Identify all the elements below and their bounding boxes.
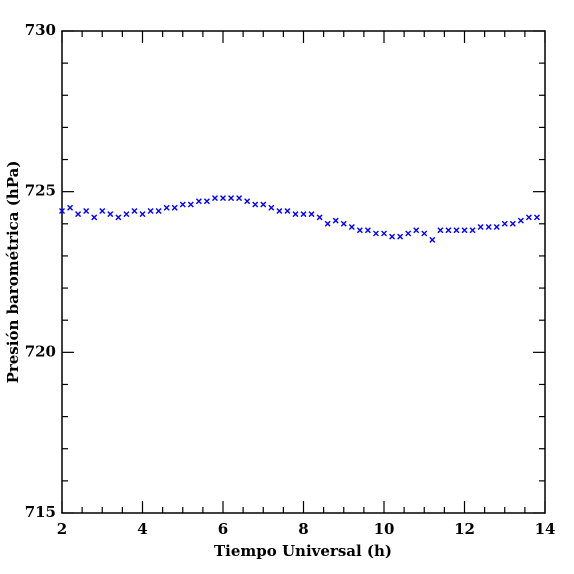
- y-tick-label: 725: [25, 182, 56, 200]
- data-point: [163, 204, 170, 211]
- data-point: [413, 227, 420, 234]
- data-point: [445, 227, 452, 234]
- y-tick-label: 730: [25, 21, 56, 39]
- data-point: [397, 233, 404, 240]
- data-point: [147, 207, 154, 214]
- data-point: [292, 211, 299, 218]
- data-point: [236, 195, 243, 202]
- x-tick-label: 12: [454, 520, 475, 538]
- data-point: [83, 207, 90, 214]
- data-point: [99, 207, 106, 214]
- data-point: [300, 211, 307, 218]
- data-point: [501, 220, 508, 227]
- x-tick-label: 10: [374, 520, 395, 538]
- data-point: [203, 198, 210, 205]
- x-tick-label: 8: [298, 520, 308, 538]
- plot-frame: [61, 30, 546, 514]
- data-point: [67, 204, 74, 211]
- data-point: [260, 201, 267, 208]
- data-point: [171, 204, 178, 211]
- data-point: [381, 230, 387, 237]
- data-point: [228, 195, 235, 202]
- data-point: [493, 224, 500, 231]
- data-point: [340, 220, 347, 227]
- data-point: [477, 224, 484, 231]
- data-point: [485, 224, 492, 231]
- y-tick-label: 715: [25, 503, 56, 521]
- data-point: [284, 207, 291, 214]
- data-point: [211, 195, 218, 202]
- data-point: [308, 211, 315, 218]
- data-point: [429, 236, 436, 243]
- y-tick-label: 720: [25, 342, 56, 360]
- data-point: [59, 207, 65, 214]
- x-tick-label: 14: [535, 520, 556, 538]
- data-point: [155, 207, 162, 214]
- data-point: [75, 211, 82, 218]
- data-point: [115, 214, 122, 221]
- data-point: [461, 227, 468, 234]
- data-point: [332, 217, 339, 224]
- data-point: [276, 207, 283, 214]
- x-tick-label: 6: [218, 520, 228, 538]
- data-point: [91, 214, 98, 221]
- data-point: [131, 207, 138, 214]
- data-point: [268, 204, 275, 211]
- data-point: [179, 201, 186, 208]
- data-point: [421, 230, 428, 237]
- data-point: [389, 233, 396, 240]
- data-point: [372, 230, 379, 237]
- data-point: [139, 211, 146, 218]
- data-point: [533, 214, 540, 221]
- data-point: [316, 214, 323, 221]
- data-point: [364, 227, 371, 234]
- data-point: [252, 201, 259, 208]
- data-point: [195, 198, 202, 205]
- data-point: [453, 227, 460, 234]
- data-point: [437, 227, 444, 234]
- x-axis-label: Tiempo Universal (h): [214, 542, 392, 560]
- data-point: [525, 214, 532, 221]
- x-tick-label: 4: [137, 520, 147, 538]
- data-point: [405, 230, 412, 237]
- data-point: [356, 227, 363, 234]
- data-point: [517, 217, 524, 224]
- x-tick-label: 2: [57, 520, 67, 538]
- data-point: [469, 227, 476, 234]
- data-point: [509, 220, 516, 227]
- data-point: [348, 224, 355, 231]
- y-axis-label: Presión barométrica (hPa): [4, 161, 22, 384]
- data-point: [187, 201, 194, 208]
- data-point: [123, 211, 130, 218]
- data-point: [324, 220, 331, 227]
- data-point: [107, 211, 114, 218]
- data-point: [244, 198, 251, 205]
- data-point: [220, 195, 226, 202]
